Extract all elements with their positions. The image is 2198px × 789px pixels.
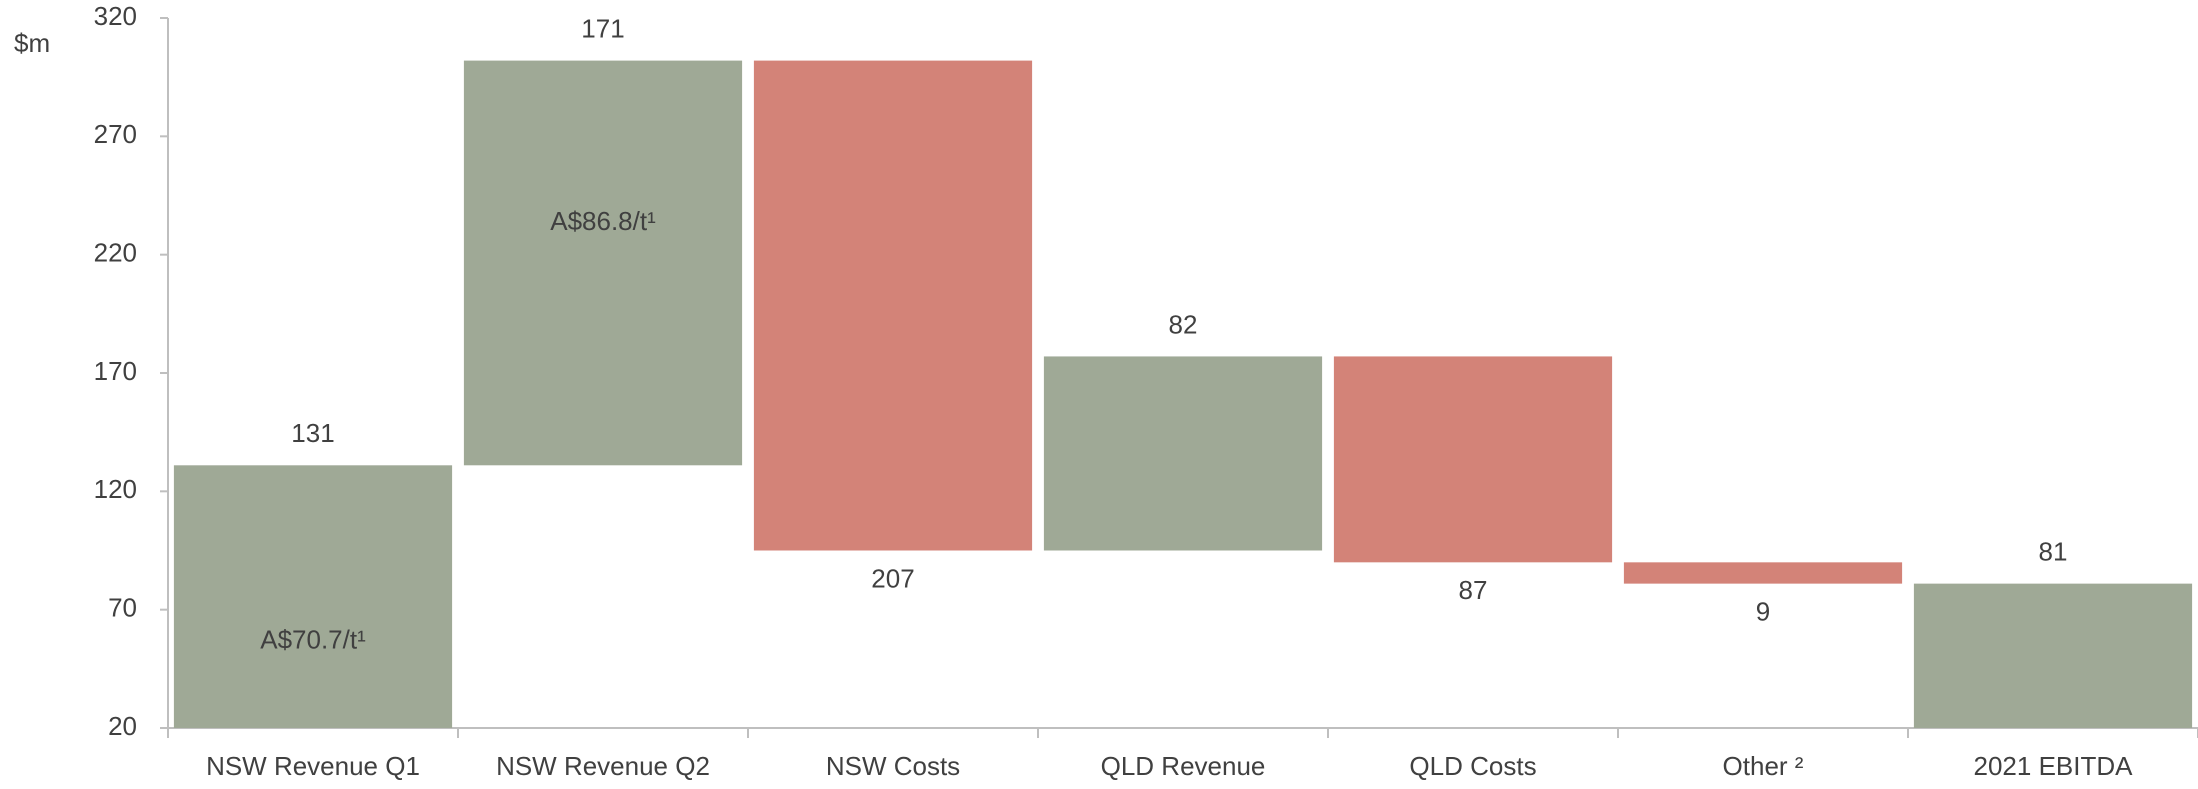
x-tick-label: Other ² bbox=[1723, 751, 1804, 781]
value-label: 207 bbox=[871, 563, 914, 593]
annotation: A$70.7/t¹ bbox=[260, 625, 366, 655]
value-label: 131 bbox=[291, 418, 334, 448]
y-tick-label: 320 bbox=[94, 1, 137, 31]
value-label: 82 bbox=[1169, 309, 1198, 339]
bar bbox=[753, 60, 1033, 551]
bar bbox=[1913, 583, 2193, 728]
value-label: 9 bbox=[1756, 597, 1770, 627]
y-tick-label: 270 bbox=[94, 119, 137, 149]
x-tick-label: NSW Revenue Q2 bbox=[496, 751, 710, 781]
y-tick-label: 220 bbox=[94, 238, 137, 268]
bar bbox=[1043, 356, 1323, 551]
value-label: 81 bbox=[2039, 537, 2068, 567]
value-label: 87 bbox=[1459, 575, 1488, 605]
x-tick-label: QLD Costs bbox=[1409, 751, 1536, 781]
y-tick-label: 120 bbox=[94, 474, 137, 504]
y-tick-label: 70 bbox=[108, 593, 137, 623]
bar bbox=[463, 60, 743, 466]
x-tick-label: 2021 EBITDA bbox=[1974, 751, 2134, 781]
bar bbox=[173, 465, 453, 728]
x-tick-label: NSW Costs bbox=[826, 751, 960, 781]
x-tick-label: QLD Revenue bbox=[1101, 751, 1266, 781]
y-tick-label: 20 bbox=[108, 711, 137, 741]
y-axis-label: $m bbox=[14, 28, 50, 58]
y-tick-label: 170 bbox=[94, 356, 137, 386]
bar bbox=[1623, 562, 1903, 584]
annotation: A$86.8/t¹ bbox=[550, 206, 656, 236]
value-label: 171 bbox=[581, 13, 624, 43]
bar bbox=[1333, 356, 1613, 563]
x-tick-label: NSW Revenue Q1 bbox=[206, 751, 420, 781]
